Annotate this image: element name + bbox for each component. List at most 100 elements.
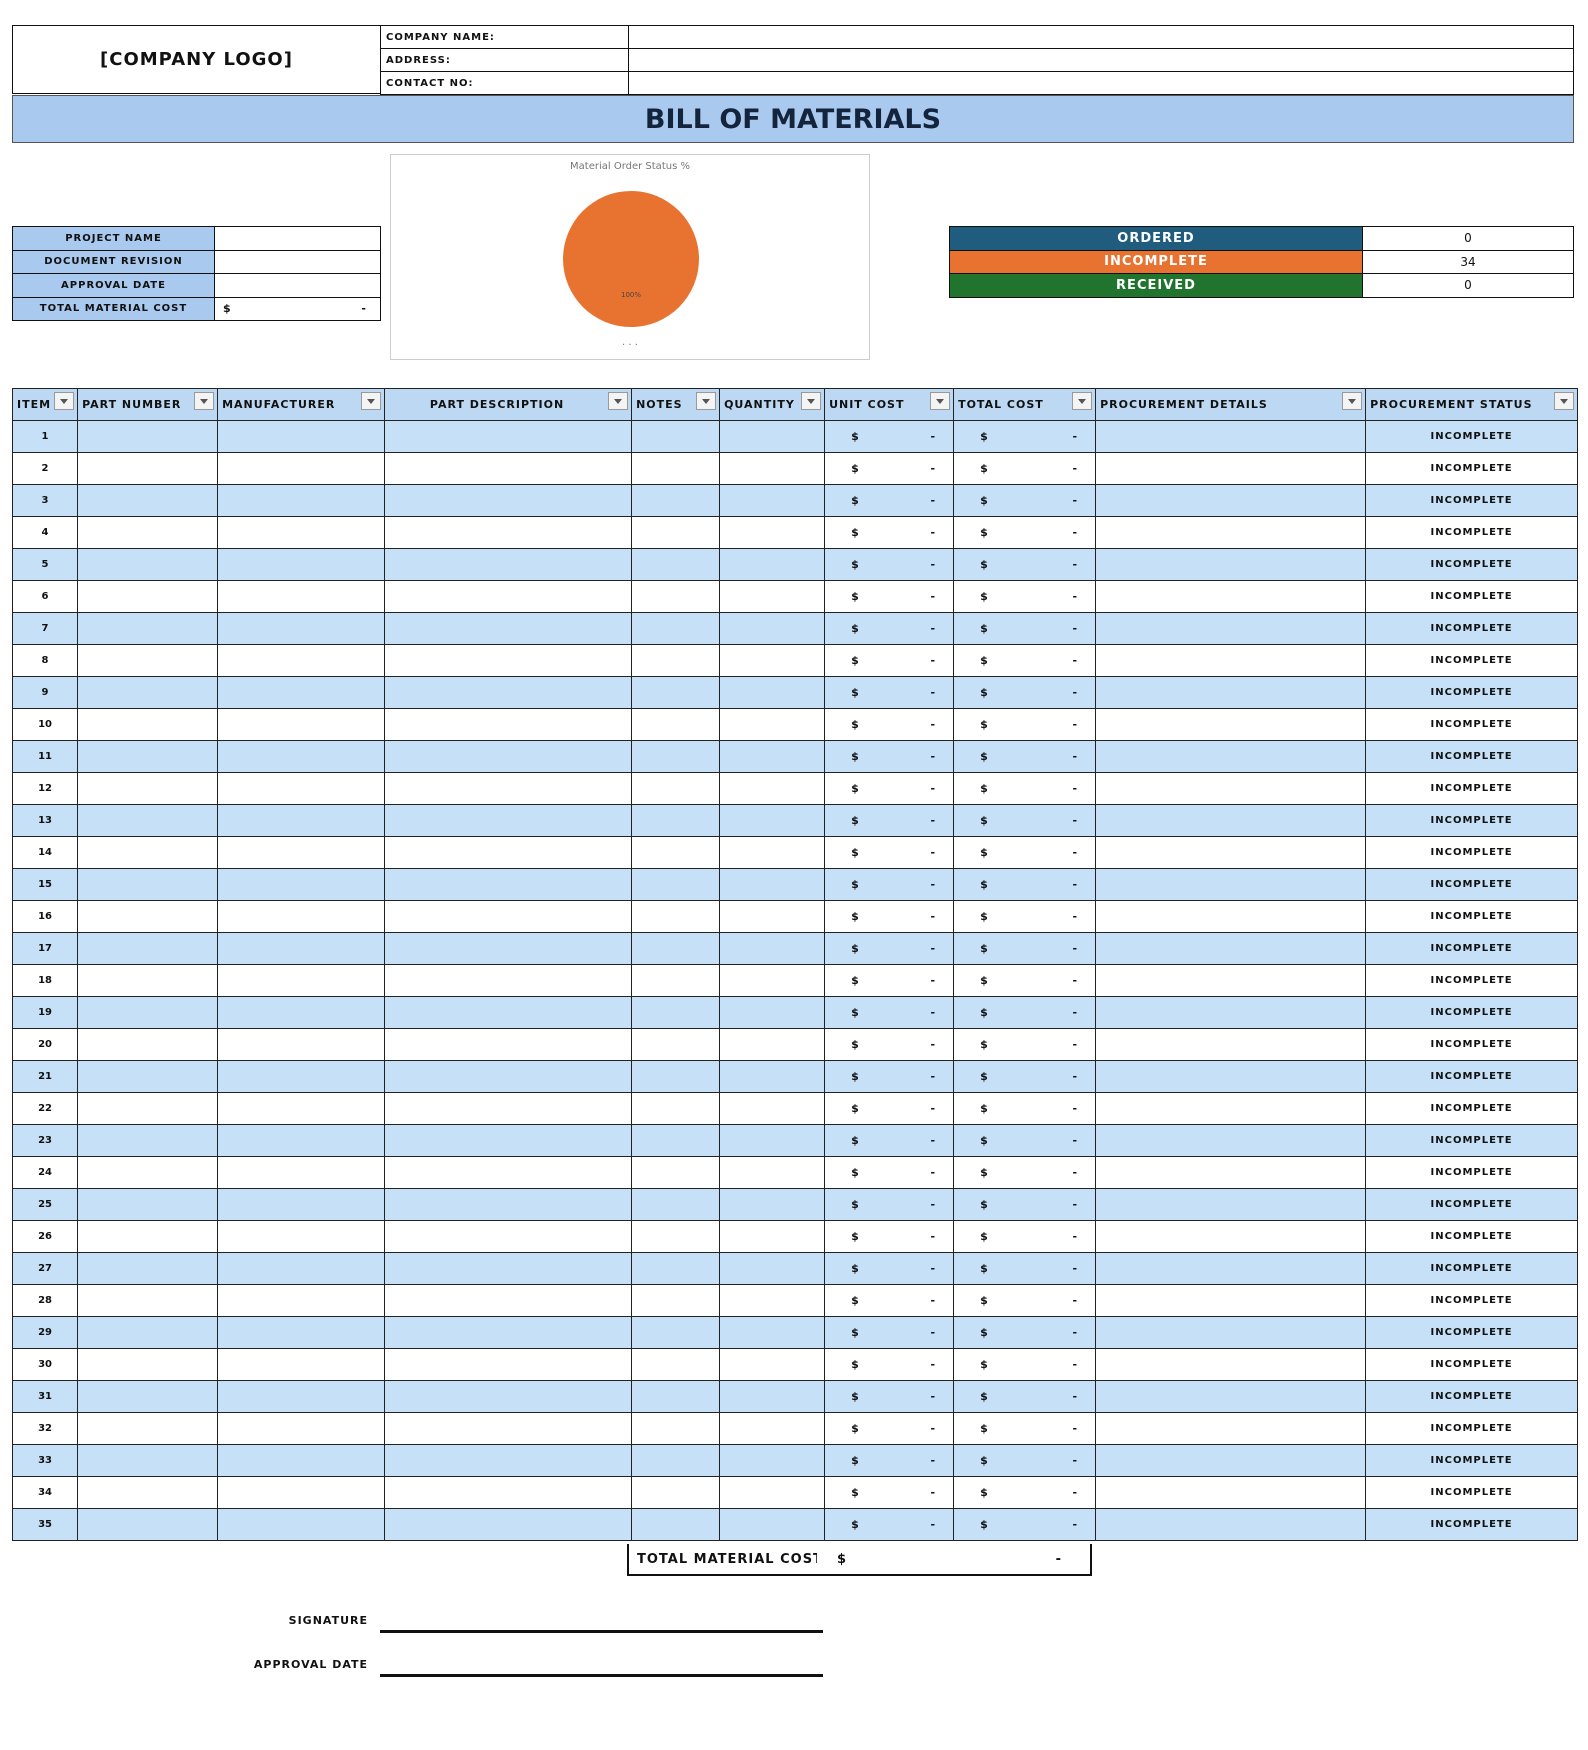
empty-cell: [1095, 612, 1367, 645]
empty-cell: [631, 772, 721, 805]
item-number: 2: [11, 452, 79, 485]
currency: $: [851, 654, 859, 667]
money: $ -: [829, 494, 949, 507]
money: $ -: [829, 462, 949, 475]
empty-cell: [1095, 1028, 1367, 1061]
empty-cell: [77, 868, 219, 901]
empty-cell: [1095, 868, 1367, 901]
empty-cell: [631, 964, 721, 997]
filter-button[interactable]: [361, 392, 382, 410]
empty-cell: [217, 1444, 386, 1477]
money-cell: $ -: [953, 580, 1097, 613]
currency: $: [851, 590, 859, 603]
money-cell: $ -: [824, 964, 955, 997]
empty-cell: [384, 1092, 633, 1125]
currency: $: [980, 1198, 988, 1211]
currency: $: [851, 494, 859, 507]
header-field-value: [628, 25, 1574, 49]
money-value: -: [930, 718, 936, 731]
filter-button[interactable]: [696, 392, 717, 410]
empty-cell: [217, 1316, 386, 1349]
empty-cell: [217, 420, 386, 453]
empty-cell: [77, 1188, 219, 1221]
empty-cell: [631, 1028, 721, 1061]
currency: $: [980, 1134, 988, 1147]
item-number: 19: [11, 996, 79, 1029]
project-value: [214, 249, 381, 274]
total-box: TOTAL MATERIAL COST $ -: [627, 1544, 1092, 1576]
project-label: DOCUMENT REVISION: [12, 249, 215, 274]
empty-cell: [384, 1508, 633, 1541]
empty-cell: [719, 1380, 826, 1413]
empty-cell: [217, 804, 386, 837]
item-number: 21: [11, 1060, 79, 1093]
empty-cell: [719, 1060, 826, 1093]
money-cell: $ -: [953, 740, 1097, 773]
column-header: ITEM: [11, 388, 79, 421]
empty-cell: [384, 1028, 633, 1061]
column-header: PART DESCRIPTION: [384, 388, 633, 421]
empty-cell: [719, 1316, 826, 1349]
money: $ -: [958, 590, 1091, 603]
empty-cell: [384, 1444, 633, 1477]
filter-button[interactable]: [194, 392, 215, 410]
money-cell: $ -: [953, 1188, 1097, 1221]
empty-cell: [77, 1284, 219, 1317]
empty-cell: [384, 1220, 633, 1253]
status-cell: INCOMPLETE: [1365, 1188, 1579, 1221]
empty-cell: [77, 1476, 219, 1509]
filter-button[interactable]: [930, 392, 951, 410]
empty-cell: [719, 1476, 826, 1509]
money: $ -: [958, 1326, 1091, 1339]
filter-button[interactable]: [1554, 392, 1575, 410]
money-cell: $ -: [953, 804, 1097, 837]
project-label: TOTAL MATERIAL COST: [12, 296, 215, 321]
item-number: 30: [11, 1348, 79, 1381]
currency: $: [851, 1006, 859, 1019]
filter-button[interactable]: [54, 392, 75, 410]
money: $ -: [829, 558, 949, 571]
filter-button[interactable]: [1342, 392, 1363, 410]
money-value: -: [930, 1102, 936, 1115]
table-row: 14 $ - $ - INCOMPLETE: [11, 836, 1579, 869]
empty-cell: [631, 612, 721, 645]
currency: $: [980, 558, 988, 571]
money-cell: $ -: [824, 1060, 955, 1093]
status-cell: INCOMPLETE: [1365, 1060, 1579, 1093]
filter-button[interactable]: [1072, 392, 1093, 410]
filter-button[interactable]: [608, 392, 629, 410]
empty-cell: [631, 420, 721, 453]
money-value: -: [930, 430, 936, 443]
money-cell: $ -: [953, 676, 1097, 709]
currency: $: [851, 1358, 859, 1371]
money: $ -: [958, 1102, 1091, 1115]
money-cell: $ -: [953, 1444, 1097, 1477]
money-value: -: [1072, 1038, 1078, 1051]
money-cell: $ -: [953, 1156, 1097, 1189]
item-number: 11: [11, 740, 79, 773]
money: $ -: [829, 878, 949, 891]
money: $ -: [958, 1134, 1091, 1147]
empty-cell: [217, 1380, 386, 1413]
empty-cell: [719, 516, 826, 549]
money-value: -: [930, 622, 936, 635]
empty-cell: [1095, 1188, 1367, 1221]
money: $ -: [829, 1486, 949, 1499]
signoff-line: [380, 1630, 823, 1633]
empty-cell: [719, 420, 826, 453]
empty-cell: [217, 612, 386, 645]
total-currency: $: [837, 1551, 848, 1567]
empty-cell: [384, 836, 633, 869]
empty-cell: [631, 836, 721, 869]
money: $ -: [958, 1038, 1091, 1051]
item-number: 13: [11, 804, 79, 837]
filter-button[interactable]: [801, 392, 822, 410]
money: $ -: [829, 1006, 949, 1019]
item-number: 18: [11, 964, 79, 997]
empty-cell: [631, 740, 721, 773]
empty-cell: [77, 1060, 219, 1093]
money-value: -: [1072, 1422, 1078, 1435]
header-field-value: [628, 71, 1574, 95]
empty-cell: [719, 1412, 826, 1445]
money-cell: $ -: [953, 1220, 1097, 1253]
